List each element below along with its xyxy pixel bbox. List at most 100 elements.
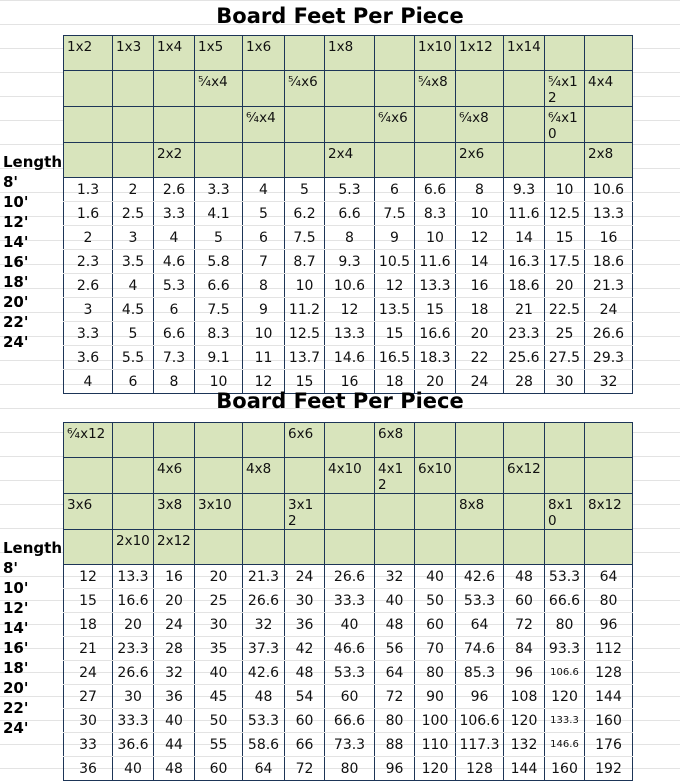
lumber-size-cell[interactable]: [544, 529, 585, 565]
board-feet-cell[interactable]: 4: [153, 225, 195, 250]
board-feet-cell[interactable]: 23.3: [112, 636, 154, 661]
board-feet-cell[interactable]: 12.5: [544, 201, 585, 226]
board-feet-cell[interactable]: 5: [112, 321, 154, 346]
board-feet-cell[interactable]: 6.6: [414, 177, 456, 202]
board-feet-cell[interactable]: 13.3: [112, 564, 154, 589]
lumber-size-cell[interactable]: [153, 106, 195, 143]
lumber-size-cell[interactable]: 2x10: [112, 529, 154, 565]
board-feet-cell[interactable]: 60: [503, 588, 545, 613]
board-feet-cell[interactable]: 8.7: [284, 249, 325, 274]
board-feet-cell[interactable]: 60: [194, 756, 243, 781]
lumber-size-cell[interactable]: [112, 70, 154, 107]
board-feet-cell[interactable]: 42.6: [455, 564, 504, 589]
board-feet-cell[interactable]: 32: [374, 564, 415, 589]
board-feet-cell[interactable]: 80: [544, 612, 585, 637]
lumber-size-cell[interactable]: 4x6: [153, 457, 195, 494]
board-feet-cell[interactable]: 29.3: [584, 345, 633, 370]
board-feet-cell[interactable]: 25: [544, 321, 585, 346]
lumber-size-cell[interactable]: [374, 529, 415, 565]
board-feet-cell[interactable]: 13.7: [284, 345, 325, 370]
board-feet-cell[interactable]: 120: [544, 684, 585, 709]
board-feet-cell[interactable]: 24: [584, 297, 633, 322]
lumber-size-cell[interactable]: [503, 106, 545, 143]
lumber-size-cell[interactable]: 3x10: [194, 493, 243, 530]
lumber-size-cell[interactable]: [112, 422, 154, 458]
lumber-size-cell[interactable]: 4x4: [584, 70, 633, 107]
board-feet-cell[interactable]: 7.3: [153, 345, 195, 370]
lumber-size-cell[interactable]: [324, 493, 375, 530]
board-feet-cell[interactable]: 13.3: [584, 201, 633, 226]
lumber-size-cell[interactable]: 8x12: [584, 493, 633, 530]
board-feet-cell[interactable]: 60: [324, 684, 375, 709]
board-feet-cell[interactable]: 70: [414, 636, 456, 661]
board-feet-cell[interactable]: 3.6: [63, 345, 113, 370]
board-feet-cell[interactable]: 2.5: [112, 201, 154, 226]
board-feet-cell[interactable]: 24: [153, 612, 195, 637]
board-feet-cell[interactable]: 133.3: [544, 708, 585, 733]
board-feet-cell[interactable]: 11: [242, 345, 285, 370]
lumber-size-cell[interactable]: ⁵⁄₄x6: [284, 70, 325, 107]
board-feet-cell[interactable]: 5.3: [153, 273, 195, 298]
board-feet-cell[interactable]: 6.6: [194, 273, 243, 298]
board-feet-cell[interactable]: 3.3: [194, 177, 243, 202]
board-feet-cell[interactable]: 6.6: [324, 201, 375, 226]
board-feet-cell[interactable]: 3: [112, 225, 154, 250]
board-feet-cell[interactable]: 40: [112, 756, 154, 781]
board-feet-cell[interactable]: 16: [455, 273, 504, 298]
lumber-size-cell[interactable]: [455, 529, 504, 565]
lumber-size-cell[interactable]: [503, 70, 545, 107]
board-feet-cell[interactable]: 72: [503, 612, 545, 637]
board-feet-cell[interactable]: 14.6: [324, 345, 375, 370]
lumber-size-cell[interactable]: 2x8: [584, 142, 633, 178]
lumber-size-cell[interactable]: 8x10: [544, 493, 585, 530]
board-feet-cell[interactable]: 48: [153, 756, 195, 781]
board-feet-cell[interactable]: 48: [503, 564, 545, 589]
board-feet-cell[interactable]: 18.6: [503, 273, 545, 298]
board-feet-cell[interactable]: 128: [455, 756, 504, 781]
board-feet-cell[interactable]: 60: [414, 612, 456, 637]
lumber-size-cell[interactable]: [374, 70, 415, 107]
lumber-size-cell[interactable]: [324, 106, 375, 143]
board-feet-cell[interactable]: 10: [194, 369, 243, 394]
lumber-size-cell[interactable]: ⁶⁄₄x10: [544, 106, 585, 143]
board-feet-cell[interactable]: 53.3: [324, 660, 375, 685]
board-feet-cell[interactable]: 40: [153, 708, 195, 733]
lumber-size-cell[interactable]: 3x8: [153, 493, 195, 530]
board-feet-cell[interactable]: 58.6: [242, 732, 285, 757]
board-feet-cell[interactable]: 8: [242, 273, 285, 298]
board-feet-cell[interactable]: 85.3: [455, 660, 504, 685]
lumber-size-cell[interactable]: [194, 529, 243, 565]
lumber-size-cell[interactable]: 1x5: [194, 35, 243, 71]
lumber-size-cell[interactable]: [153, 422, 195, 458]
board-feet-cell[interactable]: 22.5: [544, 297, 585, 322]
board-feet-cell[interactable]: 24: [455, 369, 504, 394]
lumber-size-cell[interactable]: ⁵⁄₄x4: [194, 70, 243, 107]
board-feet-cell[interactable]: 96: [455, 684, 504, 709]
lumber-size-cell[interactable]: 2x2: [153, 142, 195, 178]
board-feet-cell[interactable]: 12: [63, 564, 113, 589]
board-feet-cell[interactable]: 73.3: [324, 732, 375, 757]
lumber-size-cell[interactable]: [284, 529, 325, 565]
board-feet-cell[interactable]: 21.3: [242, 564, 285, 589]
lumber-size-cell[interactable]: 6x10: [414, 457, 456, 494]
board-feet-cell[interactable]: 7.5: [374, 201, 415, 226]
board-feet-cell[interactable]: 10.6: [584, 177, 633, 202]
board-feet-cell[interactable]: 11.2: [284, 297, 325, 322]
board-feet-cell[interactable]: 1.3: [63, 177, 113, 202]
lumber-size-cell[interactable]: 4x8: [242, 457, 285, 494]
board-feet-cell[interactable]: 10: [242, 321, 285, 346]
board-feet-cell[interactable]: 3.3: [153, 201, 195, 226]
board-feet-cell[interactable]: 20: [112, 612, 154, 637]
lumber-size-cell[interactable]: [544, 142, 585, 178]
board-feet-cell[interactable]: 22: [455, 345, 504, 370]
board-feet-cell[interactable]: 44: [153, 732, 195, 757]
board-feet-cell[interactable]: 5: [194, 225, 243, 250]
board-feet-cell[interactable]: 40: [324, 612, 375, 637]
board-feet-cell[interactable]: 5.3: [324, 177, 375, 202]
board-feet-cell[interactable]: 48: [374, 612, 415, 637]
lumber-size-cell[interactable]: [503, 493, 545, 530]
board-feet-cell[interactable]: 26.6: [242, 588, 285, 613]
board-feet-cell[interactable]: 21: [63, 636, 113, 661]
board-feet-cell[interactable]: 16.3: [503, 249, 545, 274]
board-feet-cell[interactable]: 84: [503, 636, 545, 661]
